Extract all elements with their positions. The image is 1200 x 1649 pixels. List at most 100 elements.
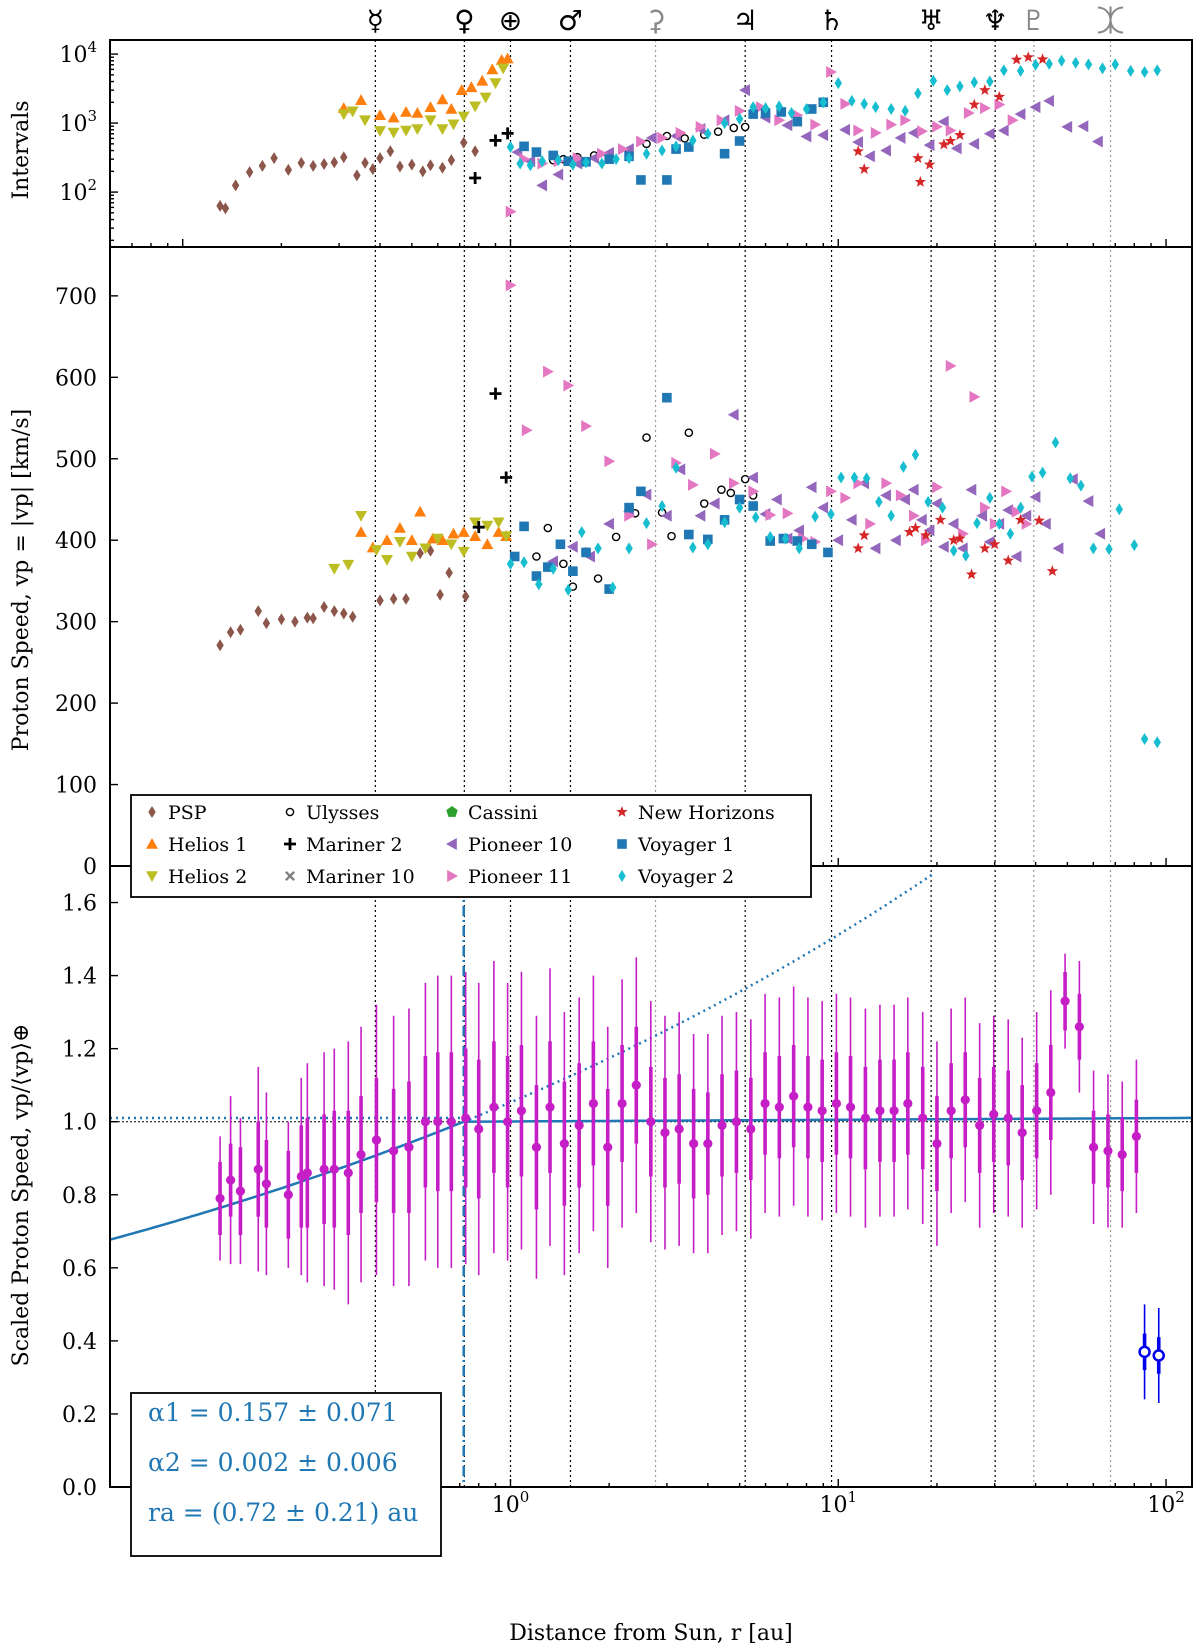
point-psp [258, 159, 267, 172]
binned-point [302, 1168, 312, 1178]
legend-label: Helios 1 [168, 834, 247, 856]
y-tick-label-top: 102 [59, 176, 97, 206]
point-helios-1 [436, 534, 449, 546]
legend-label: PSP [168, 802, 207, 824]
binned-point [960, 1095, 970, 1105]
legend-label: Mariner 2 [306, 834, 403, 856]
point-voyager-1 [555, 539, 566, 550]
point-pioneer-10 [800, 130, 812, 143]
point-voyager-2 [506, 557, 515, 570]
point-helios-2 [431, 533, 444, 545]
planet-symbol-eris: ⯰ [1096, 4, 1124, 37]
point-voyager-2 [811, 510, 819, 523]
point-helios-2 [393, 537, 406, 548]
point-ulysses [726, 488, 736, 498]
point-pioneer-10 [1020, 509, 1032, 522]
legend-marker-helios-2 [146, 871, 158, 882]
binned-point [918, 1113, 928, 1123]
point-pioneer-10 [1002, 504, 1014, 517]
fit-parameter: ra = (0.72 ± 0.21) au [148, 1498, 418, 1527]
point-helios-1 [455, 84, 468, 95]
point-pioneer-11 [826, 65, 837, 78]
point-helios-2 [359, 115, 372, 127]
point-new-horizons [944, 134, 957, 146]
y-tick-label-mid: 700 [55, 285, 97, 310]
point-voyager-2 [949, 544, 958, 557]
point-pioneer-10 [640, 488, 652, 501]
point-voyager-2 [1051, 436, 1060, 449]
point-pioneer-10 [1091, 135, 1103, 148]
point-helios-1 [465, 81, 478, 93]
point-helios-2 [447, 119, 460, 131]
point-voyager-1 [604, 154, 614, 164]
point-psp [376, 152, 384, 165]
legend-marker-pioneer-11 [447, 870, 458, 882]
legend-label: Voyager 2 [637, 866, 734, 888]
point-voyager-2 [642, 147, 651, 160]
point-voyager-1 [806, 539, 817, 550]
point-ulysses [680, 134, 689, 143]
point-voyager-2 [1016, 64, 1025, 77]
point-helios-2 [337, 109, 350, 121]
binned-point [831, 1098, 842, 1109]
point-pioneer-10 [880, 489, 891, 502]
y-tick-label-bot: 1.6 [62, 892, 97, 917]
binned-point [215, 1193, 225, 1204]
binned-point [875, 1106, 885, 1116]
y-tick-label-bot: 0.4 [62, 1330, 97, 1355]
point-helios-1 [492, 526, 505, 537]
binned-point [1088, 1142, 1099, 1152]
binned-point [261, 1179, 271, 1189]
point-pioneer-10 [845, 513, 857, 526]
legend-marker-voyager-1 [617, 839, 627, 849]
point-psp [447, 154, 456, 167]
point-psp [277, 613, 286, 626]
point-voyager-2 [1038, 466, 1047, 479]
point-new-horizons [979, 84, 991, 96]
point-pioneer-10 [983, 127, 995, 140]
point-pioneer-10 [645, 131, 657, 144]
point-voyager-2 [720, 117, 729, 130]
binned-point [516, 1106, 527, 1116]
point-pioneer-11 [994, 98, 1006, 111]
point-psp [348, 610, 357, 623]
y-tick-label-top: 103 [59, 107, 97, 137]
point-psp [330, 605, 338, 618]
y-tick-exp: 2 [87, 176, 97, 194]
binned-point [389, 1146, 399, 1156]
point-voyager-2 [802, 103, 811, 115]
point-pioneer-10 [1052, 542, 1064, 555]
point-psp [262, 617, 271, 630]
point-pioneer-11 [980, 102, 991, 115]
point-mariner-2 [472, 521, 485, 534]
point-pioneer-11 [748, 485, 760, 498]
point-new-horizons [852, 145, 864, 157]
point-helios-2 [497, 63, 510, 75]
point-voyager-1 [748, 501, 758, 511]
fit-box [130, 1392, 442, 1557]
point-voyager-2 [569, 158, 577, 171]
point-new-horizons [858, 163, 870, 175]
point-pioneer-11 [840, 97, 852, 110]
legend-marker-ulysses [285, 807, 295, 817]
point-pioneer-10 [968, 137, 980, 150]
point-pioneer-10 [997, 124, 1009, 137]
binned-point [789, 1091, 799, 1101]
point-pioneer-11 [774, 114, 786, 127]
point-helios-1 [374, 109, 387, 121]
point-helios-1 [387, 111, 400, 123]
point-ulysses [717, 485, 726, 495]
legend-label: New Horizons [638, 802, 775, 824]
point-ulysses [740, 122, 750, 132]
planet-symbol-jupiter: ♃ [733, 4, 758, 37]
binned-point [420, 1117, 430, 1127]
point-pioneer-10 [839, 123, 851, 136]
binned-point [975, 1120, 985, 1130]
point-pioneer-11 [734, 104, 746, 117]
point-new-horizons [903, 526, 916, 537]
y-tick-label-bot: 0.8 [62, 1184, 97, 1209]
point-helios-2 [381, 554, 394, 566]
point-voyager-2 [901, 104, 909, 117]
fit-line-outer [463, 1116, 1193, 1123]
point-mariner-2 [500, 471, 513, 484]
